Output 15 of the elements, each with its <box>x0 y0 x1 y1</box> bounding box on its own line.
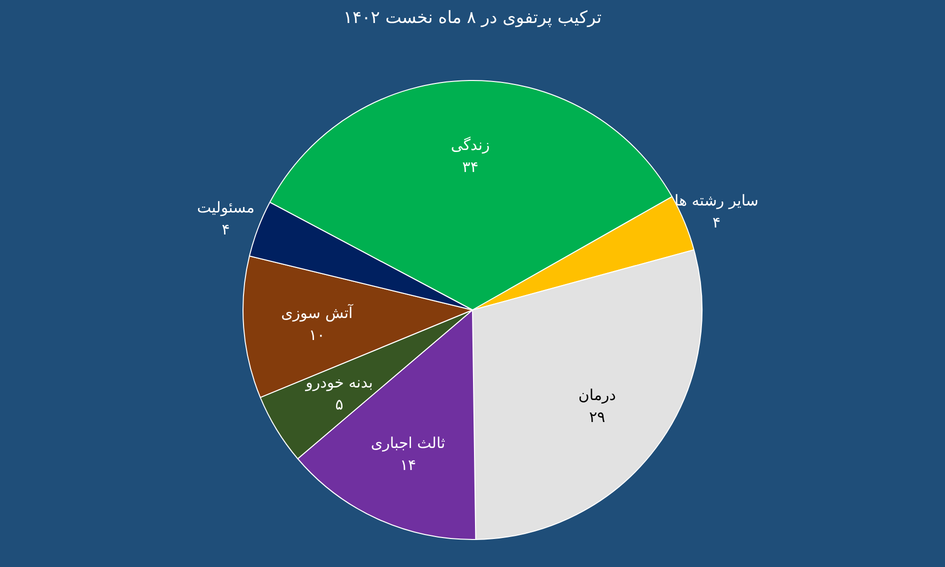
slice-label: سایر رشته ها <box>674 191 759 210</box>
slice-label: آتش سوزی <box>281 302 354 322</box>
chart-title: ترکیب پرتفوی در ۸ ماه نخست ۱۴۰۲ <box>342 8 603 28</box>
slice-label: درمان <box>578 386 616 404</box>
slice-label: زندگی <box>450 136 490 154</box>
slice-label: بدنه خودرو <box>304 373 373 392</box>
data-label: ۴ <box>222 220 230 238</box>
data-label: ۱۰ <box>308 326 325 344</box>
data-label: ۴ <box>712 213 721 232</box>
data-label: ۵ <box>335 395 344 414</box>
data-label: ۳۴ <box>462 158 478 176</box>
slice-label: ثالث اجباری <box>370 434 446 452</box>
data-label: ۲۹ <box>589 408 606 426</box>
slice-label: مسئولیت <box>197 198 255 216</box>
data-label: ۱۴ <box>400 456 416 474</box>
